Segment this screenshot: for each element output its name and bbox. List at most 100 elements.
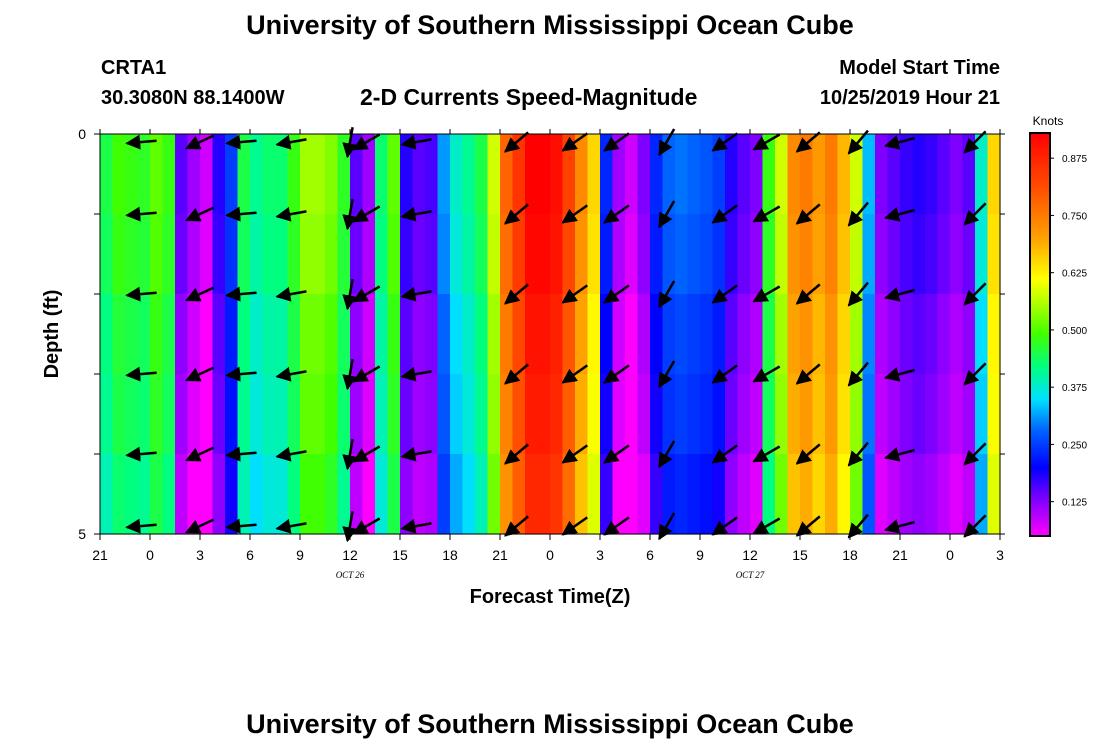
heatmap-cell bbox=[912, 374, 926, 455]
heatmap-cell bbox=[387, 374, 401, 455]
current-vector-arrow bbox=[603, 204, 630, 224]
heatmap-cell bbox=[937, 374, 951, 455]
current-vector-arrow bbox=[795, 203, 821, 225]
current-vector-arrow bbox=[884, 447, 915, 462]
heatmap-cell bbox=[887, 374, 901, 455]
heatmap-cell bbox=[725, 134, 739, 215]
heatmap-cell bbox=[750, 214, 764, 295]
x-tick-label: 18 bbox=[442, 547, 458, 563]
heatmap-cell bbox=[675, 454, 689, 535]
heatmap-cell bbox=[337, 454, 351, 535]
heatmap-cell bbox=[837, 134, 851, 215]
heatmap-cell bbox=[675, 134, 689, 215]
heatmap-cell bbox=[725, 454, 739, 535]
colorbar-tick-label: 0.500 bbox=[1062, 326, 1087, 337]
heatmap-cell bbox=[337, 294, 351, 375]
heatmap-cell bbox=[387, 134, 401, 215]
current-vector-arrow bbox=[711, 516, 739, 536]
heatmap-cell bbox=[162, 214, 176, 295]
heatmap-cell bbox=[325, 214, 339, 295]
heatmap-cell bbox=[950, 374, 964, 455]
heatmap-cell bbox=[950, 294, 964, 375]
colorbar-tick-label: 0.625 bbox=[1062, 269, 1087, 280]
current-vector-arrow bbox=[400, 134, 432, 150]
heatmap-cell bbox=[887, 294, 901, 375]
heatmap-cell bbox=[975, 134, 989, 215]
heatmap-cell bbox=[637, 374, 651, 455]
colorbar-gradient bbox=[1029, 132, 1051, 537]
current-vector-arrow bbox=[185, 286, 215, 302]
heatmap-cell bbox=[562, 454, 576, 535]
heatmap-cell bbox=[187, 454, 201, 535]
x-tick-label: 21 bbox=[492, 547, 508, 563]
x-tick-label: 9 bbox=[696, 547, 704, 563]
heatmap-cell bbox=[762, 374, 776, 455]
current-vector-arrow bbox=[847, 281, 869, 307]
heatmap-cell bbox=[350, 454, 364, 535]
heatmap-cell bbox=[937, 454, 951, 535]
heatmap-cell bbox=[675, 294, 689, 375]
heatmap-cell bbox=[587, 134, 601, 215]
current-vector-arrow bbox=[603, 444, 630, 464]
heatmap-cell bbox=[587, 374, 601, 455]
heatmap-cell bbox=[762, 454, 776, 535]
current-vector-arrow bbox=[504, 363, 529, 385]
station-id: CRTA1 bbox=[101, 57, 167, 79]
heatmap-cell bbox=[350, 374, 364, 455]
heatmap-cell bbox=[837, 374, 851, 455]
x-axis-label: Forecast Time(Z) bbox=[470, 586, 631, 608]
heatmap-cell bbox=[975, 454, 989, 535]
heatmap-cell bbox=[425, 214, 439, 295]
heatmap-cell bbox=[300, 294, 314, 375]
current-vector-arrow bbox=[561, 516, 589, 536]
heatmap-cell bbox=[262, 134, 276, 215]
current-vector-arrow bbox=[963, 202, 987, 226]
heatmap-cell bbox=[575, 214, 589, 295]
heatmap-cell bbox=[200, 374, 214, 455]
current-vector-arrow bbox=[963, 514, 987, 538]
current-vector-arrow bbox=[752, 133, 781, 151]
current-vector-arrow bbox=[847, 441, 869, 467]
heatmap-cell bbox=[737, 454, 751, 535]
heatmap-cell bbox=[187, 214, 201, 295]
heatmap-cell bbox=[587, 214, 601, 295]
current-vector-arrow bbox=[275, 446, 307, 462]
heatmap-cell bbox=[550, 294, 564, 375]
heatmap-cell bbox=[262, 454, 276, 535]
current-vector-arrow bbox=[963, 130, 987, 154]
heatmap-cell bbox=[400, 454, 414, 535]
current-vector-arrow bbox=[884, 287, 915, 302]
heatmap-cell bbox=[225, 374, 239, 455]
heatmap-cell bbox=[537, 134, 551, 215]
heatmap-cell bbox=[587, 294, 601, 375]
heatmap-cell bbox=[875, 374, 889, 455]
heatmap-cell bbox=[412, 294, 426, 375]
heatmap-cell bbox=[150, 374, 164, 455]
current-vector-arrow bbox=[711, 132, 739, 152]
heatmap-cell bbox=[725, 374, 739, 455]
heatmap-cell bbox=[775, 454, 789, 535]
current-vector-arrow bbox=[342, 439, 358, 471]
heatmap-cell bbox=[750, 294, 764, 375]
heatmap-cell bbox=[225, 294, 239, 375]
current-vector-arrow bbox=[400, 446, 432, 462]
heatmap-cell bbox=[300, 214, 314, 295]
heatmap-cell bbox=[250, 294, 264, 375]
heatmap-cell bbox=[125, 454, 139, 535]
heatmap-cell bbox=[312, 134, 326, 215]
heatmap-cell bbox=[250, 454, 264, 535]
current-vector-arrow bbox=[275, 134, 307, 150]
heatmap-cell bbox=[437, 214, 451, 295]
current-vector-arrow bbox=[884, 135, 915, 150]
heatmap-cell bbox=[800, 454, 814, 535]
heatmap-cell bbox=[575, 374, 589, 455]
heatmap-cell bbox=[475, 454, 489, 535]
heatmap-cell bbox=[962, 294, 976, 375]
current-vector-arrow bbox=[400, 518, 432, 534]
heatmap-cell bbox=[275, 294, 289, 375]
heatmap-cell bbox=[712, 374, 726, 455]
heatmap-cell bbox=[100, 214, 114, 295]
heatmap-cell bbox=[562, 374, 576, 455]
heatmap-cell bbox=[700, 294, 714, 375]
heatmap-cell bbox=[637, 134, 651, 215]
